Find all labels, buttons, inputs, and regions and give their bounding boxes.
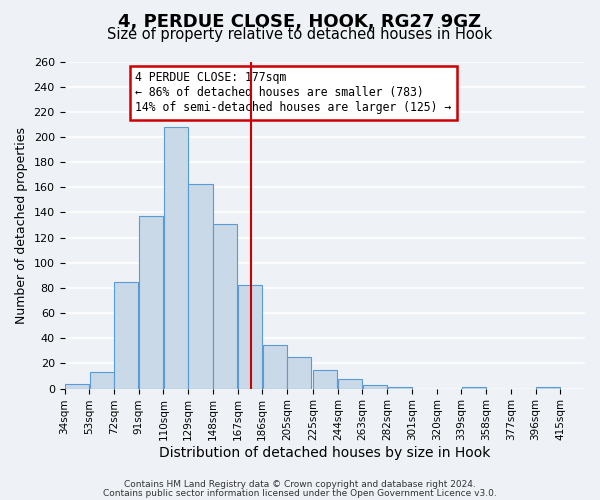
Bar — [287, 357, 311, 388]
Bar — [263, 344, 287, 389]
Text: Size of property relative to detached houses in Hook: Size of property relative to detached ho… — [107, 28, 493, 42]
Bar — [238, 286, 262, 389]
X-axis label: Distribution of detached houses by size in Hook: Distribution of detached houses by size … — [159, 446, 490, 460]
Bar — [114, 282, 139, 389]
Text: 4 PERDUE CLOSE: 177sqm
← 86% of detached houses are smaller (783)
14% of semi-de: 4 PERDUE CLOSE: 177sqm ← 86% of detached… — [136, 72, 452, 114]
Bar — [89, 372, 113, 388]
Text: Contains public sector information licensed under the Open Government Licence v3: Contains public sector information licen… — [103, 488, 497, 498]
Text: Contains HM Land Registry data © Crown copyright and database right 2024.: Contains HM Land Registry data © Crown c… — [124, 480, 476, 489]
Bar — [213, 224, 237, 388]
Bar — [313, 370, 337, 388]
Bar — [139, 216, 163, 388]
Bar — [164, 127, 188, 388]
Bar — [188, 184, 212, 388]
Bar — [338, 378, 362, 388]
Text: 4, PERDUE CLOSE, HOOK, RG27 9GZ: 4, PERDUE CLOSE, HOOK, RG27 9GZ — [119, 12, 482, 30]
Y-axis label: Number of detached properties: Number of detached properties — [15, 126, 28, 324]
Bar — [363, 385, 387, 388]
Bar — [65, 384, 89, 388]
